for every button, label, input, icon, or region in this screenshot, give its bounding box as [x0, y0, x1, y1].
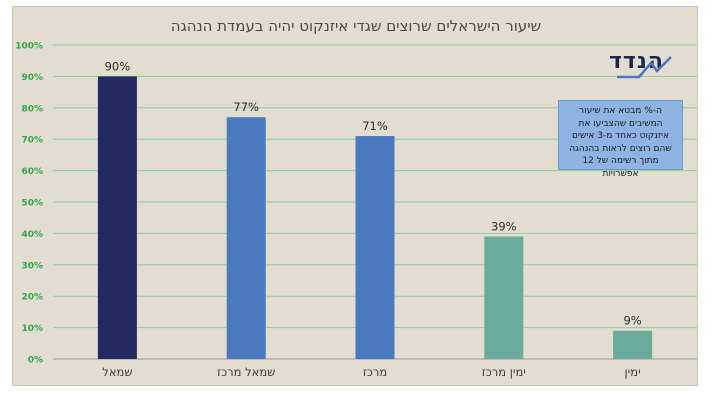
bar-chart: 0% 10% 20% 30% 40% 50% 60% 70% 80% 90% 100% 90% שמאל… — [15, 42, 697, 379]
y-tick-label: 70% — [21, 136, 43, 146]
x-category-label: ימין — [625, 365, 641, 379]
x-category-label: ימין מרכז — [482, 365, 526, 379]
y-tick-label: 60% — [21, 167, 43, 177]
y-tick-label: 80% — [21, 104, 43, 114]
bar — [97, 76, 137, 360]
chart-frame: שיעור הישראלים שרוצים שגדי איזנקוט יהיה … — [12, 6, 698, 386]
data-label: 90% — [105, 59, 131, 73]
data-label: 9% — [623, 314, 641, 328]
methodology-note: ה-% מבטא את שיעור המשיבים שהצביעו את איז… — [558, 100, 683, 179]
chevron-line-logo-icon — [617, 56, 672, 79]
y-tick-label: 10% — [21, 324, 43, 334]
x-category-label: שמאל מרכז — [217, 365, 275, 379]
y-tick-label: 50% — [21, 199, 43, 209]
bar — [355, 136, 395, 359]
chart-title: שיעור הישראלים שרוצים שגדי איזנקוט יהיה … — [170, 17, 542, 35]
y-tick-label: 0% — [28, 356, 43, 366]
y-tick-label: 20% — [21, 293, 43, 303]
y-tick-label: 90% — [21, 73, 43, 83]
y-tick-label: 40% — [21, 230, 43, 240]
bar — [226, 117, 266, 359]
bar — [484, 236, 524, 359]
x-category-label: מרכז — [363, 365, 387, 379]
data-label: 39% — [491, 220, 517, 234]
data-label: 77% — [233, 100, 259, 114]
bar — [613, 330, 653, 359]
y-tick-label: 100% — [15, 42, 43, 52]
data-label: 71% — [362, 119, 388, 133]
y-tick-label: 30% — [21, 261, 43, 271]
logo-text: הנדד — [609, 49, 664, 74]
x-category-label: שמאל — [102, 365, 132, 379]
brand-logo: הנדד — [609, 49, 679, 83]
